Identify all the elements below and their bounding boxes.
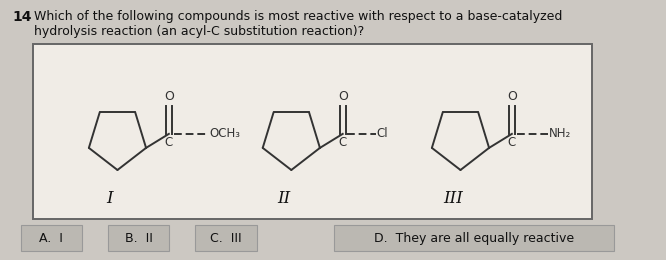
Text: 14: 14 [12, 10, 32, 24]
Bar [33, 44, 592, 219]
Text: C: C [165, 136, 173, 149]
Text: O: O [338, 90, 348, 103]
Text: D.  They are all equally reactive: D. They are all equally reactive [374, 231, 573, 244]
Text: I: I [107, 190, 113, 207]
Text: Cl: Cl [376, 127, 388, 140]
Bar [334, 225, 613, 251]
Text: II: II [277, 190, 290, 207]
Bar [21, 225, 82, 251]
Text: O: O [164, 90, 174, 103]
Text: OCH₃: OCH₃ [209, 127, 240, 140]
Text: B.  II: B. II [125, 231, 153, 244]
Text: III: III [443, 190, 463, 207]
Text: C: C [507, 136, 516, 149]
Bar [108, 225, 169, 251]
Text: O: O [507, 90, 517, 103]
Text: A.  I: A. I [39, 231, 63, 244]
Bar [195, 225, 256, 251]
Text: hydrolysis reaction (an acyl-C substitution reaction)?: hydrolysis reaction (an acyl-C substitut… [34, 25, 364, 38]
Text: NH₂: NH₂ [549, 127, 571, 140]
Text: Which of the following compounds is most reactive with respect to a base-catalyz: Which of the following compounds is most… [34, 10, 562, 23]
Text: C: C [338, 136, 347, 149]
Text: C.  III: C. III [210, 231, 242, 244]
